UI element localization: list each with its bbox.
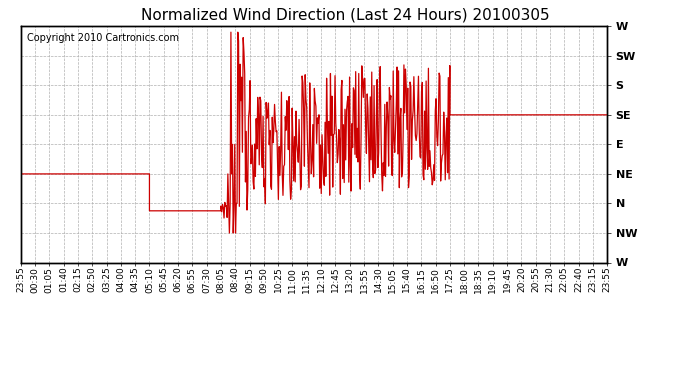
Text: Copyright 2010 Cartronics.com: Copyright 2010 Cartronics.com (26, 33, 179, 44)
Text: Normalized Wind Direction (Last 24 Hours) 20100305: Normalized Wind Direction (Last 24 Hours… (141, 8, 549, 22)
